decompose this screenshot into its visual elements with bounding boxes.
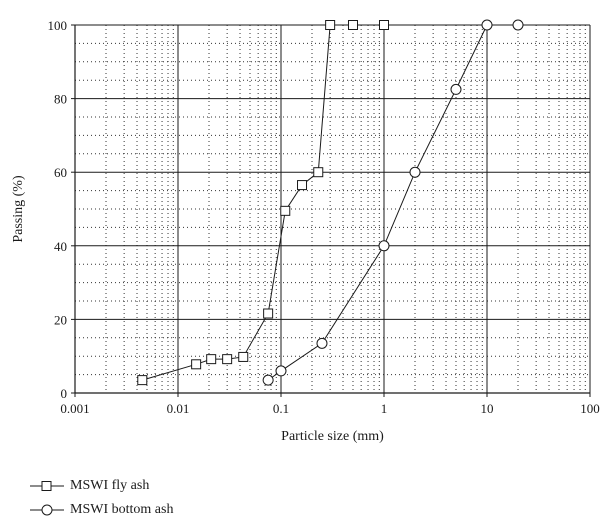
legend-item-bottom-ash: MSWI bottom ash [28,498,173,522]
data-point-square [313,167,324,178]
series-line [267,24,519,381]
data-point-circle [262,374,274,386]
legend-label-bottom-ash: MSWI bottom ash [70,502,174,517]
y-tick-label: 40 [54,239,67,254]
square-marker-icon [30,481,64,491]
series-layer [137,19,524,386]
x-tick-label: 0.001 [60,401,89,416]
y-axis-title: Passing (%) [11,175,26,243]
y-tick-label: 0 [61,386,68,401]
legend-label-fly-ash: MSWI fly ash [70,478,150,493]
data-point-circle [409,166,421,178]
data-point-circle [450,83,462,95]
grid [74,24,591,394]
data-point-square [206,354,217,365]
series-line [142,24,384,381]
x-tick-label: 0.01 [167,401,190,416]
data-point-square [379,20,389,30]
series-bottom-ash [262,19,524,386]
data-point-circle [378,240,390,252]
x-tick-label: 0.1 [273,401,289,416]
x-tick-label: 10 [481,401,494,416]
data-point-square [238,351,249,362]
y-tick-label: 60 [54,165,67,180]
data-point-square [280,205,291,216]
series-fly-ash [137,20,389,386]
data-point-square [297,180,308,191]
legend: MSWI fly ash MSWI bottom ash [28,474,173,522]
y-tick-label: 100 [48,18,68,33]
x-axis-title: Particle size (mm) [281,429,384,444]
data-point-square [263,308,274,319]
axes: 0.001 0.01 0.1 1 10 100 0 20 40 60 80 100 [48,18,600,416]
data-point-square [191,359,202,370]
data-point-circle [481,19,493,31]
y-tick-label: 20 [54,312,67,327]
data-point-square [137,375,148,386]
legend-item-fly-ash: MSWI fly ash [28,474,173,498]
x-tick-label: 1 [381,401,388,416]
data-point-square [325,20,336,30]
data-point-square [347,20,358,30]
data-point-circle [316,337,328,349]
x-tick-label: 100 [580,401,600,416]
y-tick-label: 80 [54,92,67,107]
data-point-circle [275,365,287,377]
circle-marker-icon [30,504,64,516]
data-point-square [222,354,233,365]
data-point-circle [512,19,524,31]
